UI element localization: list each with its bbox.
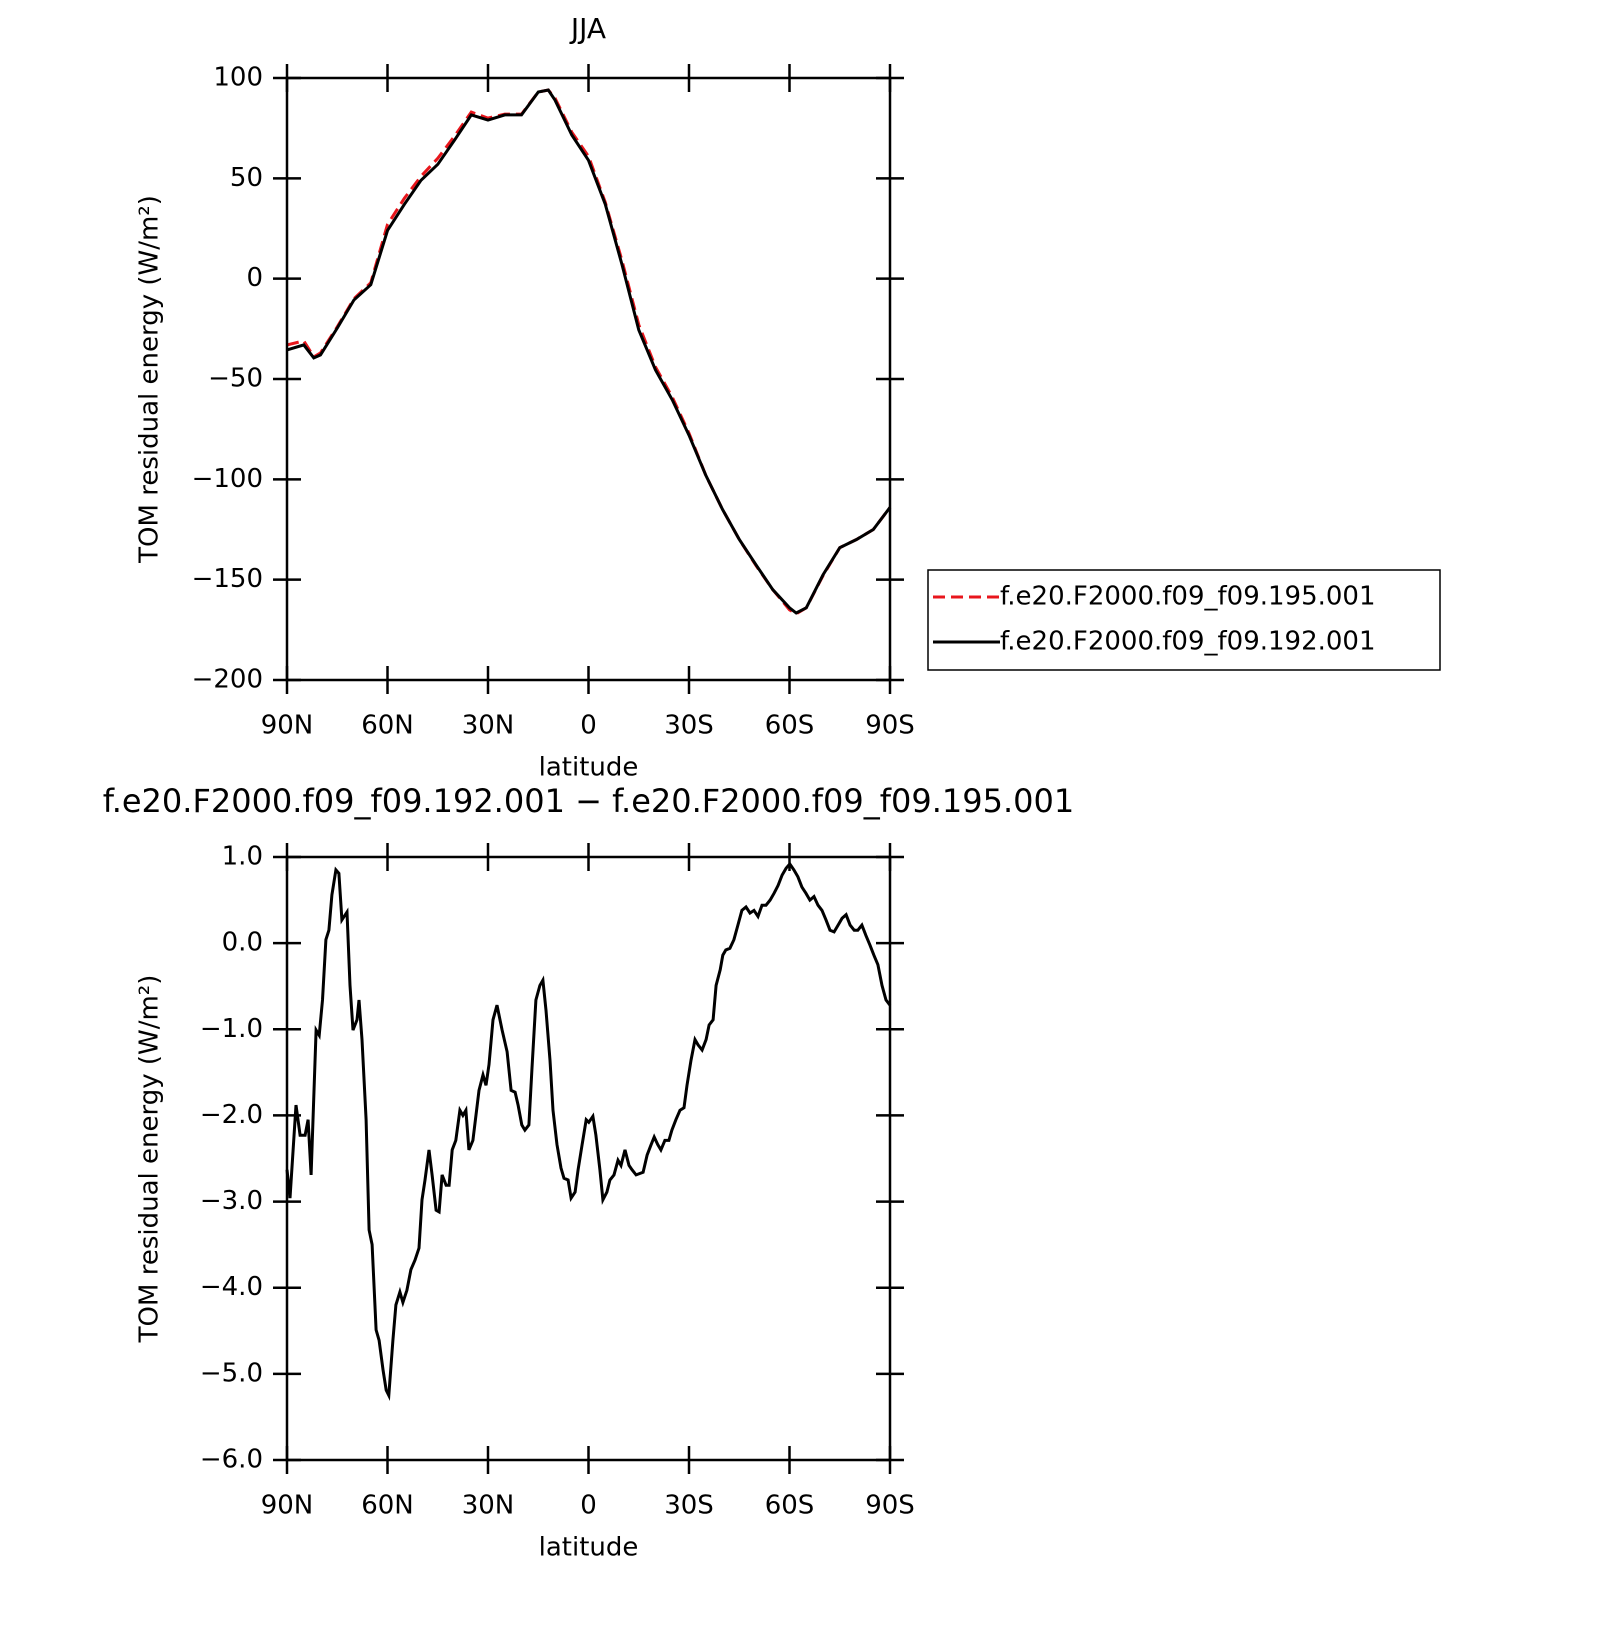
chart-title: f.e20.F2000.f09_f09.192.001 − f.e20.F200… [103, 782, 1075, 820]
x-tick-label: 90N [261, 1491, 314, 1521]
x-tick-label: 30S [664, 1491, 714, 1521]
series-line [285, 861, 892, 1401]
y-tick-label: −2.0 [200, 1100, 263, 1130]
y-tick-label: −6.0 [200, 1445, 263, 1475]
y-tick-label: −4.0 [200, 1272, 263, 1302]
x-tick-label: 30S [664, 711, 714, 741]
y-tick-label: −50 [208, 364, 263, 394]
legend-box [927, 569, 1441, 671]
x-tick-label: 30N [462, 711, 515, 741]
y-tick-label: 50 [230, 163, 263, 193]
x-axis-label: latitude [539, 753, 639, 783]
y-tick-label: −150 [192, 564, 263, 594]
x-tick-label: 60N [361, 711, 414, 741]
x-tick-label: 60N [361, 1491, 414, 1521]
y-tick-label: −200 [192, 665, 263, 695]
y-tick-label: 0 [246, 263, 263, 293]
x-tick-label: 30N [462, 1491, 515, 1521]
y-tick-label: 0.0 [222, 928, 263, 958]
y-axis-label: TOM residual energy (W/m²) [135, 975, 165, 1344]
plot-frame [285, 855, 892, 1462]
x-tick-label: 0 [580, 1491, 597, 1521]
y-tick-label: 100 [213, 63, 263, 93]
x-tick-label: 60S [765, 711, 815, 741]
x-tick-label: 90S [865, 1491, 915, 1521]
y-tick-label: −100 [192, 464, 263, 494]
x-tick-label: 0 [580, 711, 597, 741]
plot-frame [285, 76, 892, 682]
y-tick-label: 1.0 [222, 842, 263, 872]
x-tick-label: 90S [865, 711, 915, 741]
y-tick-label: −3.0 [200, 1186, 263, 1216]
legend-label: f.e20.F2000.f09_f09.195.001 [1000, 582, 1376, 612]
x-axis-label: latitude [539, 1533, 639, 1563]
y-tick-label: −1.0 [200, 1014, 263, 1044]
x-tick-label: 60S [765, 1491, 815, 1521]
y-tick-label: −5.0 [200, 1358, 263, 1388]
y-axis-label: TOM residual energy (W/m²) [135, 195, 165, 564]
x-tick-label: 90N [261, 711, 314, 741]
series-line [286, 88, 892, 615]
series-line [286, 88, 892, 616]
legend-label: f.e20.F2000.f09_f09.192.001 [1000, 627, 1376, 657]
chart-title: JJA [569, 12, 606, 45]
